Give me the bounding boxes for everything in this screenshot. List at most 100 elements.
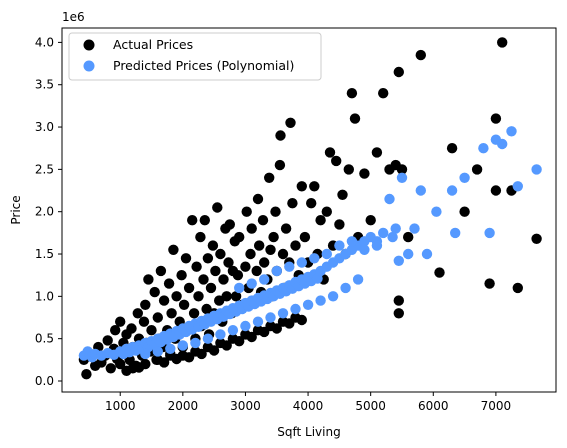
data-point — [257, 215, 269, 226]
data-point — [334, 240, 345, 251]
data-point — [296, 257, 307, 268]
data-point — [234, 231, 245, 243]
data-point — [371, 240, 383, 251]
data-point — [240, 320, 251, 332]
data-point — [105, 363, 117, 374]
data-point — [315, 215, 326, 226]
data-point — [187, 215, 198, 226]
data-point — [365, 215, 376, 226]
data-point — [531, 233, 542, 244]
data-point — [290, 240, 301, 251]
data-point — [221, 340, 232, 351]
data-point — [393, 255, 404, 266]
y-offset-label: 1e6 — [62, 10, 85, 24]
data-point — [171, 353, 182, 365]
data-point — [403, 248, 414, 260]
data-point — [171, 291, 182, 302]
data-point — [176, 270, 187, 281]
data-point — [274, 159, 286, 171]
data-point — [218, 274, 229, 285]
data-point — [132, 308, 143, 319]
data-point — [415, 49, 426, 61]
x-tick-label: 2000 — [168, 399, 199, 413]
data-point — [271, 265, 282, 277]
data-point — [270, 206, 281, 217]
data-point — [190, 337, 201, 349]
data-point — [202, 333, 214, 344]
data-point — [178, 299, 190, 310]
data-point — [346, 88, 358, 99]
data-point — [446, 143, 458, 154]
data-point — [446, 185, 458, 196]
data-point — [230, 291, 242, 302]
data-point — [207, 240, 219, 251]
series-predicted-prices — [78, 126, 542, 363]
data-point — [512, 181, 523, 192]
data-point — [264, 172, 275, 183]
data-point — [183, 352, 195, 363]
data-point — [168, 244, 179, 255]
data-points-layer — [78, 37, 542, 380]
data-point — [349, 113, 361, 124]
legend: Actual Prices Predicted Prices (Polynomi… — [68, 32, 322, 81]
legend-label-predicted: Predicted Prices (Polynomial) — [113, 58, 294, 73]
data-point — [421, 248, 433, 260]
data-point — [378, 227, 389, 239]
data-point — [224, 219, 235, 230]
data-point — [227, 325, 239, 336]
data-point — [196, 348, 207, 360]
plot-frame — [61, 27, 557, 393]
data-point — [415, 185, 426, 196]
y-tick-label: 2.0 — [35, 205, 54, 219]
data-point — [205, 282, 217, 294]
data-point — [163, 278, 175, 289]
legend-label-actual: Actual Prices — [113, 37, 193, 52]
data-point — [215, 248, 226, 260]
data-point — [393, 308, 404, 319]
data-point — [259, 326, 270, 338]
data-point — [309, 181, 320, 192]
data-point — [140, 348, 151, 360]
x-tick-label: 7000 — [481, 399, 512, 413]
data-point — [81, 369, 92, 380]
data-point — [158, 295, 170, 306]
y-tick-label: 0.0 — [35, 374, 54, 388]
data-point — [115, 316, 126, 327]
data-point — [296, 314, 307, 326]
data-point — [275, 130, 286, 141]
data-point — [396, 164, 408, 175]
data-point — [290, 303, 301, 315]
data-point — [140, 299, 151, 310]
data-point — [199, 215, 210, 226]
data-point — [506, 126, 517, 137]
y-tick-label: 1.0 — [35, 289, 54, 303]
data-point — [223, 257, 234, 268]
data-point — [484, 227, 495, 239]
data-point — [512, 282, 523, 294]
data-point — [390, 223, 401, 234]
y-tick-label: 1.5 — [35, 247, 54, 261]
data-point — [284, 261, 295, 272]
data-point — [246, 331, 257, 343]
data-point — [158, 357, 170, 368]
data-point — [155, 265, 167, 277]
data-point — [346, 236, 358, 247]
data-point — [296, 181, 307, 192]
data-point — [232, 270, 244, 281]
y-tick-label: 2.5 — [35, 162, 54, 176]
data-point — [343, 164, 354, 175]
data-point — [359, 168, 370, 179]
data-point — [149, 286, 160, 298]
data-point — [321, 206, 332, 217]
data-point — [393, 295, 404, 306]
data-point — [143, 274, 154, 285]
data-point — [409, 223, 420, 234]
data-point — [393, 66, 404, 78]
data-point — [202, 253, 214, 264]
data-point — [241, 206, 252, 217]
data-point — [234, 282, 245, 294]
data-point — [287, 198, 298, 209]
data-point — [165, 343, 176, 354]
